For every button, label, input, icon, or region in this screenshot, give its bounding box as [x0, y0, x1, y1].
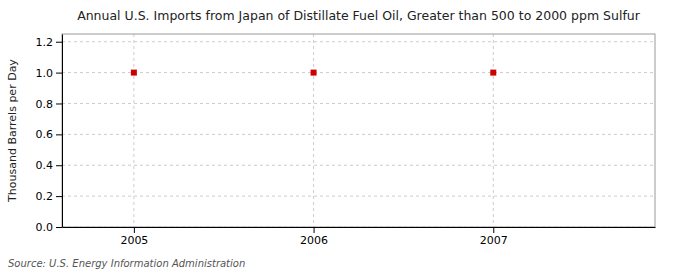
point: [311, 70, 317, 76]
y-axis-title: Thousand Barrels per Day: [6, 59, 19, 203]
grid: [62, 34, 655, 227]
x-axis-tick-label: 2005: [120, 234, 148, 247]
y-axis-tick: 0.2: [36, 190, 63, 203]
grid-line-y: [62, 103, 655, 104]
y-axis-tick-mark: [56, 134, 62, 135]
grid-line-y: [62, 134, 655, 135]
y-axis-tick: 0.8: [36, 98, 63, 111]
y-axis-tick-label: 0.6: [36, 128, 54, 141]
chart-svg: 2005 2006 2007 0.0 0.2 0.4 0.6 0.8 1.0 1.2 Annual …: [0, 0, 675, 275]
y-axis-tick-mark: [56, 196, 62, 197]
x-axis: 2005 2006 2007: [63, 227, 656, 247]
y-axis-tick-mark: [56, 103, 62, 104]
x-axis-tick: 2005: [120, 227, 148, 247]
marks: [131, 70, 496, 76]
y-axis-tick: 1.2: [36, 36, 63, 49]
grid-line-y: [62, 165, 655, 166]
y-axis-tick-mark: [56, 42, 62, 43]
grid-line-x: [133, 34, 134, 227]
plot-area: 2005 2006 2007 0.0 0.2 0.4 0.6 0.8 1.0 1.2: [36, 34, 656, 247]
y-axis: 0.0 0.2 0.4 0.6 0.8 1.0 1.2: [36, 35, 63, 235]
grid-line-y: [62, 72, 655, 73]
y-axis-tick-label: 0.2: [36, 190, 54, 203]
chart-container: 2005 2006 2007 0.0 0.2 0.4 0.6 0.8 1.0 1.2 Annual …: [0, 0, 675, 275]
y-axis-tick-mark: [56, 227, 62, 228]
x-axis-tick: 2007: [480, 227, 508, 247]
grid-line-x: [493, 34, 494, 227]
x-axis-line: [63, 227, 656, 228]
source-note: Source: U.S. Energy Information Administ…: [8, 258, 245, 269]
grid-line-y: [62, 41, 655, 42]
y-axis-tick: 1.0: [36, 67, 63, 80]
x-axis-tick-mark: [314, 227, 315, 233]
y-axis-tick: 0.0: [36, 221, 63, 234]
y-axis-tick: 0.4: [36, 159, 63, 172]
y-axis-tick-label: 0.4: [36, 159, 54, 172]
x-axis-tick-mark: [134, 227, 135, 233]
y-axis-tick-mark: [56, 73, 62, 74]
title: Annual U.S. Imports from Japan of Distil…: [77, 8, 641, 23]
x-axis-tick: 2006: [300, 227, 328, 247]
y-axis-tick-mark: [56, 165, 62, 166]
point: [490, 70, 496, 76]
grid-line-x: [313, 34, 314, 227]
plot-frame: [62, 34, 655, 227]
x-axis-tick-label: 2006: [300, 234, 328, 247]
y-axis-line: [62, 35, 63, 228]
grid-line-y: [62, 196, 655, 197]
y-axis-tick: 0.6: [36, 128, 63, 141]
y-axis-tick-label: 1.0: [36, 67, 54, 80]
y-axis-tick-label: 0.8: [36, 98, 54, 111]
x-axis-tick-label: 2007: [480, 234, 508, 247]
y-axis-tick-label: 0.0: [36, 221, 54, 234]
point: [131, 70, 137, 76]
x-axis-tick-mark: [493, 227, 494, 233]
y-axis-tick-label: 1.2: [36, 36, 54, 49]
